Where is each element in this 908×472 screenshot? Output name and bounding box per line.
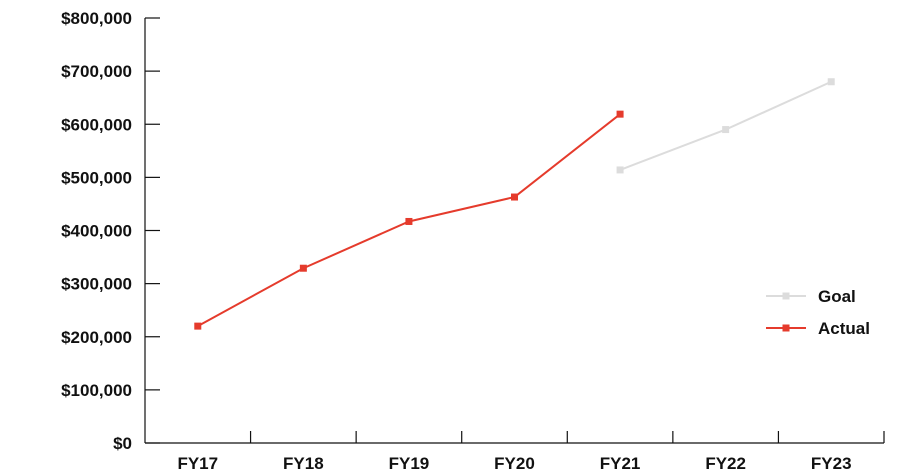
- x-tick-label: FY23: [811, 454, 852, 472]
- actual-point: [299, 264, 307, 272]
- y-tick-label: $100,000: [61, 381, 132, 400]
- y-tick-label: $0: [113, 434, 132, 453]
- x-tick-label: FY19: [389, 454, 430, 472]
- y-axis: $0 $100,000 $200,000 $300,000 $400,000 $500,0…: [61, 9, 160, 453]
- y-tick-label: $800,000: [61, 9, 132, 28]
- x-tick-label: FY18: [283, 454, 324, 472]
- actual-point: [405, 217, 413, 225]
- goal-point: [827, 78, 835, 86]
- x-tick-label: FY17: [177, 454, 218, 472]
- actual-point: [511, 193, 518, 201]
- y-tick-label: $500,000: [61, 168, 132, 187]
- x-tick-label: FY20: [494, 454, 535, 472]
- y-tick-label: $400,000: [61, 222, 132, 241]
- y-tick-label: $300,000: [61, 275, 132, 294]
- legend-actual-marker: [782, 324, 790, 332]
- actual-point: [194, 322, 202, 330]
- x-tick-label: FY21: [600, 454, 641, 472]
- x-tick-label: FY22: [705, 454, 746, 472]
- y-tick-label: $200,000: [61, 328, 132, 347]
- legend-actual-label: Actual: [818, 319, 870, 338]
- actual-series: [194, 110, 624, 330]
- goal-series: [616, 78, 835, 174]
- legend-goal-marker: [782, 292, 790, 300]
- legend: Goal Actual: [766, 287, 870, 338]
- series-layer: [194, 78, 835, 330]
- legend-goal-label: Goal: [818, 287, 856, 306]
- y-tick-label: $700,000: [61, 62, 132, 81]
- goal-line: [619, 80, 832, 171]
- x-axis: FY17 FY18 FY19 FY20 FY21 FY22 FY23: [145, 431, 885, 472]
- y-tick-label: $600,000: [61, 115, 132, 134]
- actual-point: [616, 110, 624, 118]
- goal-point: [722, 126, 730, 134]
- goal-point: [616, 166, 624, 174]
